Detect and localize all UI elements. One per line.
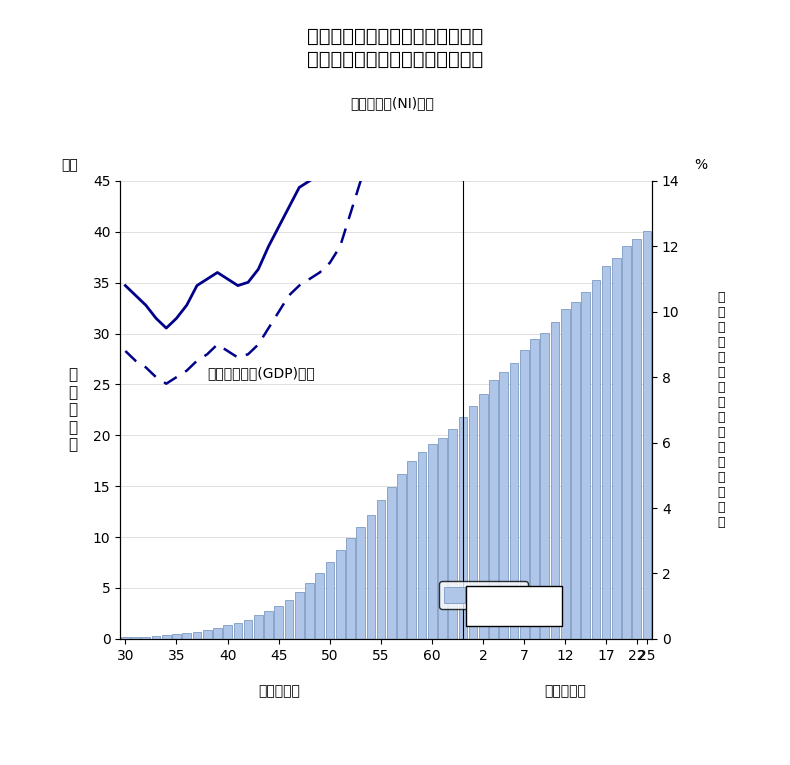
Bar [571,302,580,639]
Text: 国
民
医
療
費: 国 民 医 療 費 [68,367,77,452]
Bar [510,363,518,639]
Bar [162,635,171,639]
Bar [203,630,212,639]
Bar [520,350,529,639]
Bar [612,259,621,639]
Bar [193,632,201,639]
Bar [284,601,293,639]
Bar [561,309,570,639]
FancyBboxPatch shape [466,586,562,626]
Bar [623,246,631,639]
Bar [540,333,549,639]
Text: 及び対国民所得比率の年次推移: 及び対国民所得比率の年次推移 [307,50,483,69]
Bar [346,538,355,639]
Bar [172,634,181,639]
Bar [377,500,386,639]
Bar [152,636,160,639]
Text: 兆円: 兆円 [61,158,77,171]
Text: 昭和・年度: 昭和・年度 [258,685,299,698]
Bar [581,291,590,639]
Bar [244,620,253,639]
Text: 対国民所得(NI)比率: 対国民所得(NI)比率 [351,96,434,110]
Bar [592,280,600,639]
Bar [643,231,652,639]
Bar [121,637,130,639]
Bar [479,393,487,639]
Bar [224,625,232,639]
Bar [305,583,314,639]
Bar [182,633,191,639]
Bar [213,627,222,639]
Bar [131,637,140,639]
Bar [633,239,641,639]
Bar [551,322,559,639]
Bar [602,266,611,639]
Bar [408,461,416,639]
Bar [489,380,498,639]
Bar [530,339,539,639]
Bar [325,562,334,639]
Bar [438,438,447,639]
Bar [336,550,344,639]
Bar [418,451,427,639]
Bar [141,636,150,639]
Text: 図１　国民医療費・対国内総生産: 図１ 国民医療費・対国内総生産 [307,27,483,46]
Bar [458,417,467,639]
Bar [387,487,396,639]
Bar [295,592,303,639]
Bar [264,611,273,639]
Text: %: % [694,158,708,171]
Legend: 国民医 療費: 国民医 療費 [439,581,529,609]
Bar [315,573,324,639]
Bar [234,623,243,639]
Text: 対
国
内
総
生
産
比
率
・
対
国
民
所
得
比
率: 対 国 内 総 生 産 比 率 ・ 対 国 民 所 得 比 率 [717,291,725,529]
Bar [499,373,508,639]
Bar [397,474,406,639]
Bar [428,444,437,639]
Bar [468,405,477,639]
Text: 対国内総生産(GDP)比率: 対国内総生産(GDP)比率 [207,366,315,380]
Bar [274,607,283,639]
Bar [356,527,365,639]
Text: 平成・年度: 平成・年度 [544,685,586,698]
Bar [254,615,262,639]
Bar [367,515,375,639]
Bar [449,429,457,639]
